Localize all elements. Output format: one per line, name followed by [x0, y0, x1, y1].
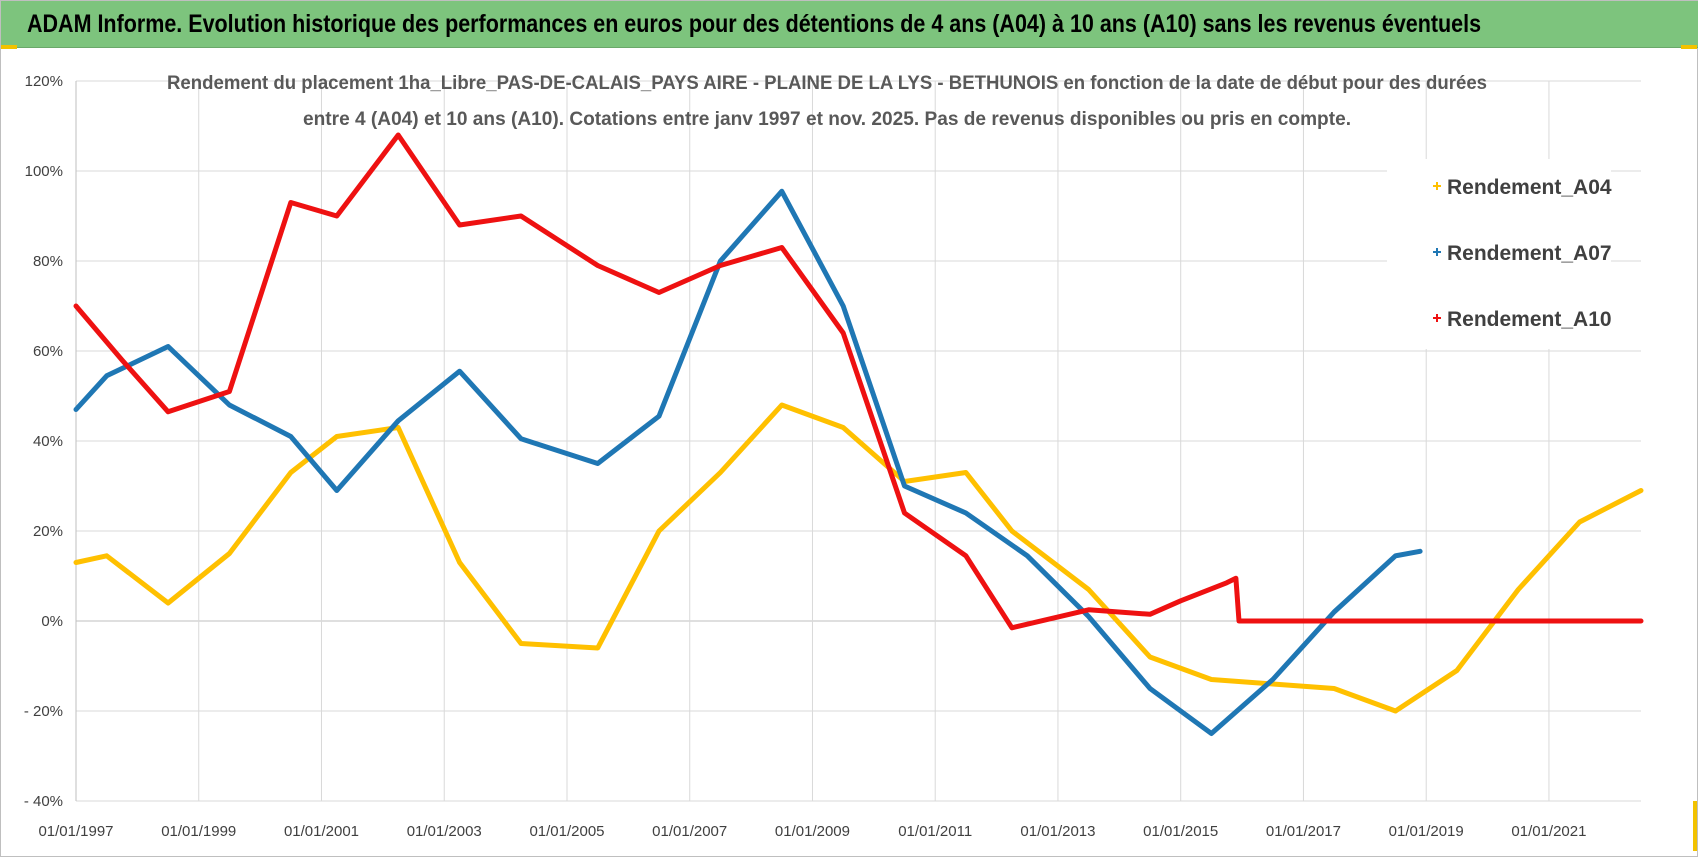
x-tick-label: 01/01/2013 [1020, 823, 1095, 840]
legend-entry: Rendement_A10 [1433, 308, 1612, 331]
x-tick-label: 01/01/2009 [775, 823, 850, 840]
y-tick-label: - 40% [24, 793, 63, 810]
x-tick-label: 01/01/2007 [652, 823, 727, 840]
x-tick-label: 01/01/2019 [1389, 823, 1464, 840]
series-lines [73, 132, 1644, 736]
page-title: ADAM Informe. Evolution historique des p… [27, 10, 1482, 38]
x-tick-label: 01/01/1997 [38, 823, 113, 840]
header-banner: ADAM Informe. Evolution historique des p… [1, 1, 1698, 48]
y-tick-label: 0% [41, 613, 63, 630]
x-axis-ticks: 01/01/1997 01/01/1999 01/01/2001 01/01/2003… [38, 823, 1586, 840]
y-axis-ticks: - 40% - 20% 0% 20% 40% 60% 80% 100% 120% [24, 73, 63, 810]
y-tick-label: - 20% [24, 703, 63, 720]
x-tick-label: 01/01/2017 [1266, 823, 1341, 840]
series-line-rendement-a04 [73, 402, 1644, 714]
legend-label: Rendement_A10 [1447, 308, 1612, 331]
x-tick-label: 01/01/2021 [1511, 823, 1586, 840]
chart-subtitle: Rendement du placement 1ha_Libre_PAS-DE-… [167, 73, 1487, 130]
x-tick-label: 01/01/1999 [161, 823, 236, 840]
corner-marker-top-left [1, 45, 17, 49]
chart-subtitle-line-2: entre 4 (A04) et 10 ans (A10). Cotations… [303, 109, 1351, 130]
legend-label: Rendement_A07 [1447, 242, 1612, 265]
x-tick-label: 01/01/2003 [407, 823, 482, 840]
y-tick-label: 20% [33, 523, 63, 540]
x-tick-label: 01/01/2011 [898, 823, 972, 840]
legend-label: Rendement_A04 [1447, 176, 1612, 199]
legend-entry: Rendement_A04 [1433, 176, 1612, 199]
corner-marker-bottom-right [1693, 801, 1697, 851]
x-tick-label: 01/01/2005 [529, 823, 604, 840]
series-line-rendement-a10 [73, 132, 1644, 631]
y-tick-label: 100% [25, 163, 63, 180]
y-tick-label: 60% [33, 343, 63, 360]
chart-subtitle-line-1: Rendement du placement 1ha_Libre_PAS-DE-… [167, 73, 1487, 94]
series-line-rendement-a07 [73, 188, 1423, 736]
x-tick-label: 01/01/2015 [1143, 823, 1218, 840]
y-tick-label: 80% [33, 253, 63, 270]
x-tick-label: 01/01/2001 [284, 823, 359, 840]
legend-background [1387, 159, 1611, 349]
corner-marker-top-right [1681, 45, 1697, 49]
y-tick-label: 40% [33, 433, 63, 450]
legend-entry: Rendement_A07 [1433, 242, 1612, 265]
legend: Rendement_A04 Rendement_A07 Rendement_A10 [1387, 159, 1612, 349]
y-tick-label: 120% [25, 73, 63, 90]
